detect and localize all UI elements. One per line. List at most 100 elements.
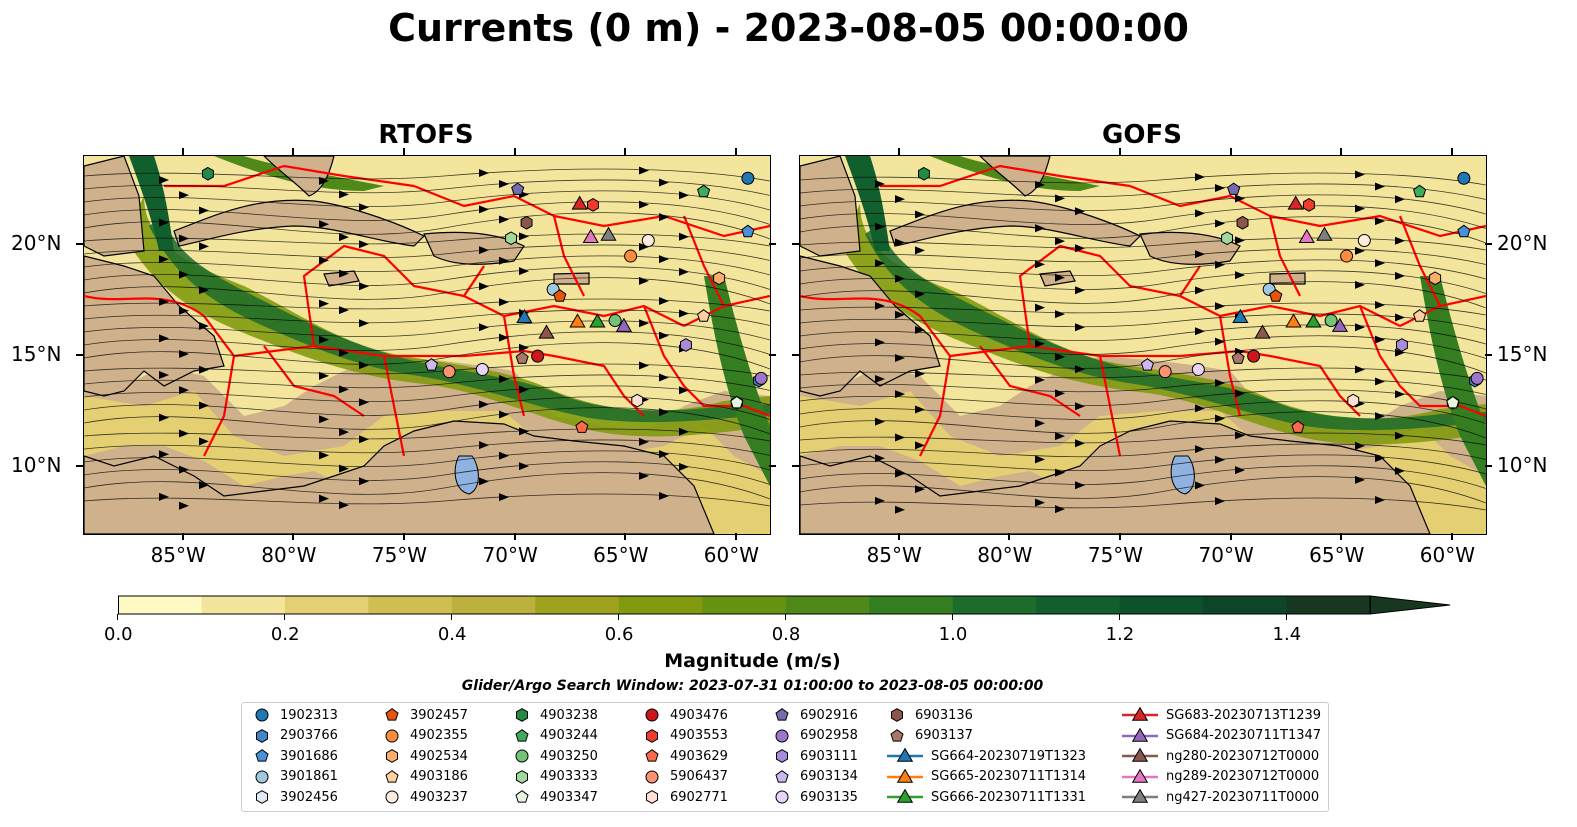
- stream-arrow: [875, 338, 885, 347]
- legend-item: 6903137: [887, 726, 973, 746]
- stream-arrow: [319, 371, 329, 380]
- legend-label: 3901686: [280, 748, 338, 764]
- legend-label: 4903347: [540, 789, 598, 805]
- land-south-america: [84, 420, 715, 534]
- argo-float-4903244: [697, 184, 711, 198]
- pentagon-icon: [385, 769, 399, 783]
- stream-arrow: [199, 321, 209, 330]
- pentagon-icon: [775, 769, 789, 783]
- legend-label: 3902456: [280, 789, 338, 805]
- colorbar-tick: [117, 614, 118, 620]
- stream-arrow: [519, 385, 529, 394]
- stream-arrow: [1075, 402, 1085, 411]
- colorbar-bin: [1036, 596, 1121, 614]
- stream-arrow: [1215, 219, 1225, 228]
- triangle-line-icon: [887, 788, 923, 803]
- lon-tick-label: 60°W: [703, 543, 760, 567]
- stream-arrow: [199, 242, 209, 251]
- stream-arrow: [179, 501, 189, 510]
- colorbar-bin: [118, 596, 202, 614]
- stream-arrow: [1075, 244, 1085, 253]
- glider-sg665: [569, 313, 586, 328]
- legend-marker: [256, 790, 268, 804]
- stream-arrow: [339, 464, 349, 473]
- stream-arrow: [1055, 310, 1065, 319]
- axis-tick: [1229, 148, 1232, 155]
- legend-label: 4903553: [670, 728, 728, 743]
- circle-icon: [515, 749, 529, 763]
- colorbar-bin: [869, 596, 954, 614]
- streamline: [84, 472, 770, 500]
- axis-tick: [897, 533, 900, 540]
- legend-marker: [385, 769, 399, 783]
- axis-tick: [624, 148, 627, 155]
- stream-arrow: [499, 410, 509, 419]
- argo-float-6902771: [631, 393, 644, 408]
- stream-arrow: [679, 427, 689, 436]
- axis-tick: [1008, 533, 1011, 540]
- circle-icon: [775, 729, 789, 742]
- colorbar-tick-label: 0.0: [104, 624, 133, 645]
- stream-arrow: [359, 240, 369, 249]
- axis-tick: [1340, 148, 1343, 155]
- stream-arrow: [179, 191, 189, 200]
- argo-float-3901686: [1457, 224, 1471, 238]
- streamline: [800, 497, 1486, 511]
- axis-tick: [513, 148, 516, 155]
- argo-float-4903250: [1324, 314, 1338, 328]
- streamline: [84, 320, 770, 341]
- argo-float-4903629: [1291, 420, 1305, 433]
- stream-arrow: [1395, 431, 1405, 440]
- axis-tick: [1229, 533, 1232, 540]
- streamline: [800, 454, 1486, 475]
- stream-arrow: [659, 331, 669, 340]
- legend-item: 4903347: [512, 787, 598, 807]
- stream-arrow: [1195, 250, 1205, 259]
- stream-arrow: [1375, 412, 1385, 421]
- stream-arrow: [1235, 236, 1245, 245]
- lon-tick-label: 65°W: [1309, 543, 1365, 567]
- stream-arrow: [639, 166, 649, 175]
- argo-float-6902958: [754, 371, 768, 385]
- legend-marker: [386, 749, 398, 763]
- legend-item: 6903135: [772, 787, 858, 807]
- panel-title-gofs: GOFS: [1102, 120, 1182, 150]
- legend-label: 4903244: [540, 728, 598, 743]
- pentagon-icon: [775, 708, 789, 721]
- map0-canvas: [84, 156, 770, 534]
- legend-item: 3901686: [252, 746, 338, 766]
- axis-tick: [792, 242, 799, 245]
- legend-item: ng280-20230712T0000: [1122, 746, 1319, 766]
- colorbar-extend-arrow: [1369, 595, 1451, 615]
- axis-tick: [1450, 148, 1453, 155]
- legend-label: SG665-20230711T1314: [931, 769, 1087, 784]
- stream-arrow: [1355, 441, 1365, 450]
- legend-item: 4903186: [382, 767, 468, 787]
- axis-tick: [76, 242, 83, 245]
- legend-marker: [775, 729, 789, 742]
- stream-arrow: [1215, 378, 1225, 387]
- axis-tick: [1485, 354, 1492, 357]
- stream-arrow: [875, 454, 885, 463]
- colorbar-tick-label: 0.6: [604, 624, 634, 645]
- legend-item: SG664-20230719T1323: [887, 746, 1086, 766]
- stream-arrow: [159, 371, 169, 380]
- argo-float-4903244: [1413, 184, 1427, 198]
- streamline: [84, 179, 770, 196]
- streamline: [800, 205, 1486, 229]
- stream-arrow: [915, 369, 925, 378]
- stream-arrow: [199, 365, 209, 374]
- legend-label: 4903238: [540, 707, 598, 723]
- colorbar-tick: [951, 614, 953, 620]
- streamline: [800, 411, 1486, 439]
- stream-arrow: [1235, 194, 1245, 203]
- stream-arrow: [659, 297, 669, 306]
- stream-arrow: [895, 195, 905, 204]
- streamline: [800, 194, 1486, 215]
- colorbar-tick: [617, 614, 619, 620]
- stream-arrow: [479, 169, 489, 178]
- stream-arrow: [639, 471, 649, 480]
- hexagon-icon: [646, 728, 658, 743]
- legend-marker: [385, 729, 399, 742]
- legend-label: 6903137: [915, 728, 973, 743]
